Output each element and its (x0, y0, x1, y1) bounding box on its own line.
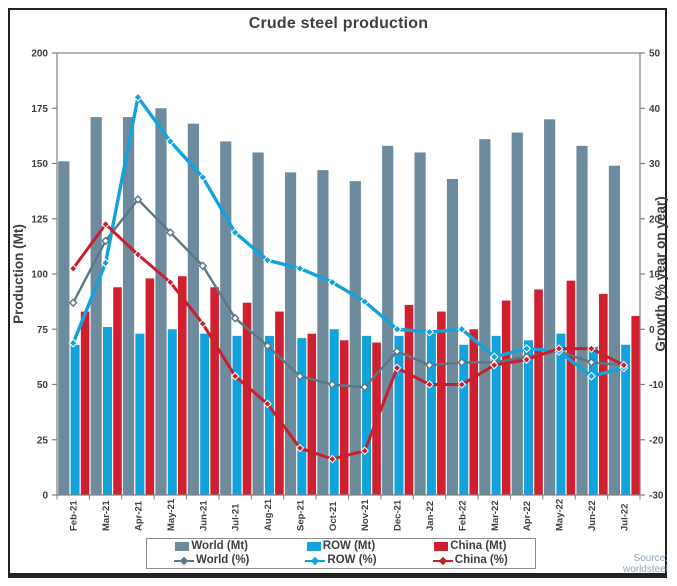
chart-legend: World (Mt) ROW (Mt) China (Mt) World (%)… (146, 538, 536, 569)
svg-text:30: 30 (649, 159, 661, 170)
svg-text:100: 100 (31, 270, 48, 281)
legend-item-row-pct: ROW (%) (276, 554, 405, 567)
legend-item-world-pct: World (%) (147, 554, 276, 567)
source-attribution: Source: worldsteel (622, 553, 668, 575)
svg-text:10: 10 (649, 270, 661, 281)
svg-text:Sep-21: Sep-21 (295, 499, 306, 531)
row-pct-line-icon (305, 556, 326, 565)
svg-text:May-22: May-22 (555, 499, 566, 531)
svg-text:125: 125 (31, 214, 48, 225)
svg-text:-10: -10 (649, 380, 664, 391)
svg-text:Production (Mt): Production (Mt) (11, 224, 26, 324)
china-pct-line-icon (432, 556, 453, 565)
svg-text:May-21: May-21 (166, 498, 177, 531)
legend-item-row-mt: ROW (Mt) (276, 539, 405, 553)
svg-text:Jun-21: Jun-21 (198, 500, 209, 531)
chart-title: Crude steel production (248, 15, 429, 32)
china-mt-swatch-icon (434, 541, 449, 551)
svg-text:Feb-22: Feb-22 (457, 500, 468, 531)
svg-text:Jun-22: Jun-22 (587, 500, 598, 531)
world-pct-line-icon (173, 556, 194, 565)
svg-text:50: 50 (37, 380, 49, 391)
svg-text:75: 75 (37, 325, 49, 336)
svg-text:-30: -30 (649, 491, 664, 502)
world-mt-swatch-icon (175, 541, 190, 551)
svg-text:Jul-21: Jul-21 (231, 503, 242, 531)
svg-text:Dec-21: Dec-21 (393, 499, 404, 531)
legend-item-china-pct: China (%) (406, 554, 535, 567)
svg-text:Jan-22: Jan-22 (425, 501, 436, 531)
legend-label-china-pct: China (%) (454, 554, 508, 566)
svg-text:0: 0 (42, 491, 48, 502)
svg-text:Nov-21: Nov-21 (360, 499, 371, 531)
svg-text:150: 150 (31, 159, 48, 170)
svg-text:Feb-21: Feb-21 (69, 500, 80, 531)
legend-item-china-mt: China (Mt) (406, 539, 535, 553)
svg-text:Mar-21: Mar-21 (101, 500, 112, 531)
svg-text:Apr-22: Apr-22 (522, 501, 533, 531)
svg-text:Aug-21: Aug-21 (263, 498, 274, 531)
svg-text:Oct-21: Oct-21 (328, 501, 339, 531)
svg-text:175: 175 (31, 104, 48, 115)
row-mt-swatch-icon (306, 541, 321, 551)
svg-text:0: 0 (649, 325, 655, 336)
legend-label-china-mt: China (Mt) (450, 539, 507, 552)
legend-label-row-mt: ROW (Mt) (322, 539, 376, 552)
svg-text:20: 20 (649, 214, 661, 225)
legend-label-world-mt: World (Mt) (191, 539, 248, 552)
legend-label-world-pct: World (%) (195, 554, 250, 566)
svg-text:Jul-22: Jul-22 (619, 504, 630, 531)
svg-text:200: 200 (31, 49, 48, 60)
svg-text:40: 40 (649, 104, 661, 115)
svg-text:50: 50 (649, 49, 661, 60)
svg-text:-20: -20 (649, 435, 664, 446)
legend-item-world-mt: World (Mt) (147, 539, 276, 553)
svg-text:Mar-22: Mar-22 (490, 500, 501, 531)
svg-text:Growth (% year on year): Growth (% year on year) (653, 196, 668, 351)
svg-text:25: 25 (37, 435, 49, 446)
svg-text:Apr-21: Apr-21 (133, 500, 144, 531)
legend-label-row-pct: ROW (%) (327, 554, 377, 566)
